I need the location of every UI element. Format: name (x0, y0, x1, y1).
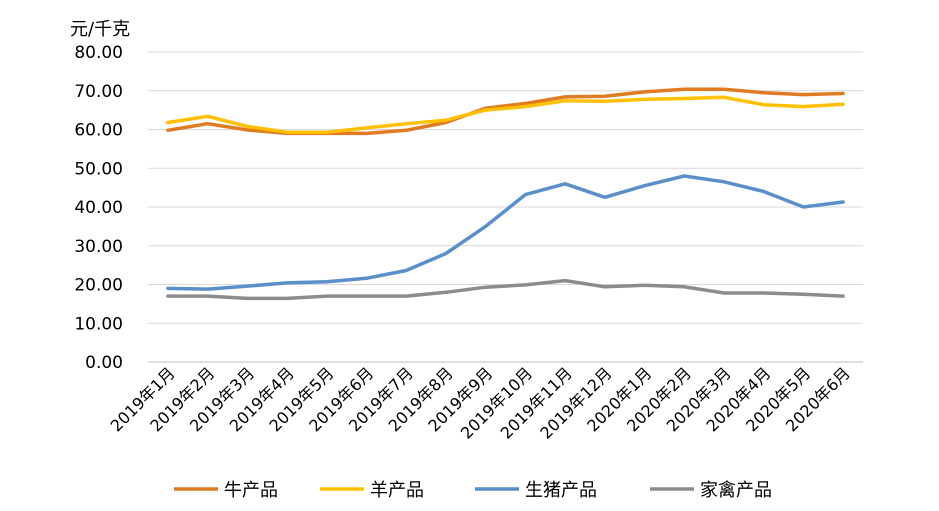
legend: 牛产品 羊产品 生猪产品 家禽产品 (174, 480, 772, 501)
series-line-0 (166, 87, 845, 136)
y-tick-label: 50.00 (74, 159, 123, 179)
y-axis-ticks: 0.00 10.00 20.00 30.00 40.00 50.00 60.00 70.00 8… (74, 43, 123, 373)
legend-label: 生猪产品 (525, 480, 597, 501)
y-tick-label: 20.00 (74, 276, 123, 296)
y-tick-label: 40.00 (74, 198, 123, 218)
y-tick-label: 0.00 (85, 353, 123, 373)
y-tick-label: 60.00 (74, 121, 123, 141)
series-line-3 (166, 278, 845, 301)
y-tick-label: 30.00 (74, 237, 123, 257)
legend-label: 牛产品 (224, 480, 278, 501)
series-line-1 (166, 95, 845, 134)
series-line-2 (166, 174, 845, 291)
series-lines (166, 87, 845, 301)
x-axis-ticks: 2019年1月2019年2月2019年3月2019年4月2019年5月2019年… (107, 363, 854, 442)
y-tick-label: 70.00 (74, 82, 123, 102)
y-tick-label: 80.00 (74, 43, 123, 63)
y-tick-label: 10.00 (74, 314, 123, 334)
unit-label: 元/千克 (70, 19, 130, 40)
legend-label: 家禽产品 (700, 480, 772, 501)
legend-label: 羊产品 (370, 480, 424, 501)
